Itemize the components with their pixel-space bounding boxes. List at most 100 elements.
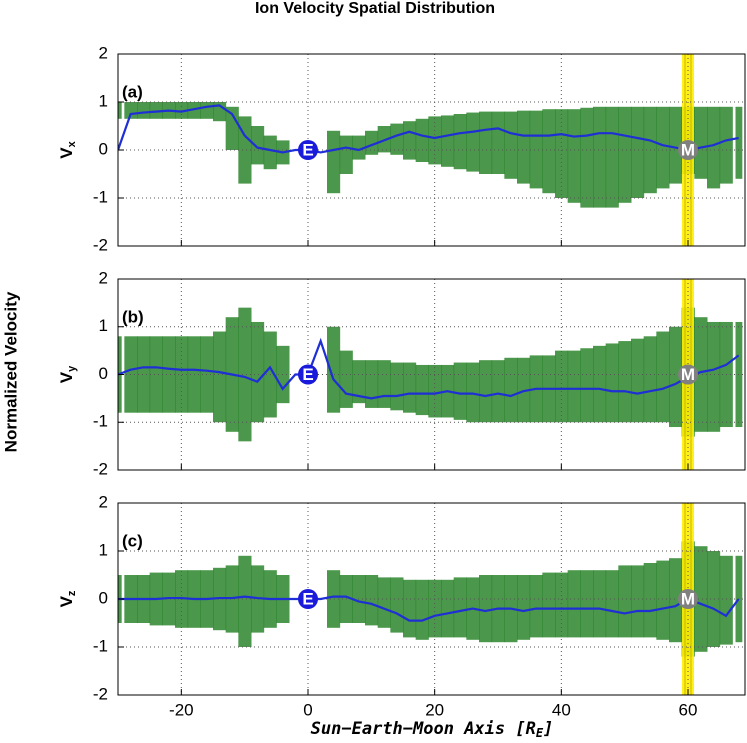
y-tick-label: 1 (99, 540, 108, 559)
panel-y-label: Vx (57, 140, 77, 158)
body-marker (298, 589, 318, 609)
scatter-cloud (618, 341, 632, 423)
x-axis-title-end: ] (543, 719, 553, 739)
scatter-cloud (643, 336, 657, 423)
scatter-cloud (377, 577, 391, 628)
scatter-cloud (555, 350, 569, 423)
y-tick-label: 0 (99, 364, 108, 383)
scatter-cloud (567, 350, 581, 423)
scatter-cloud (339, 350, 353, 408)
scatter-cloud (593, 570, 607, 638)
scatter-cloud (213, 331, 227, 423)
scatter-cloud (631, 338, 645, 423)
scatter-cloud (428, 116, 442, 165)
scatter-cloud (415, 118, 429, 162)
scatter-cloud (631, 106, 645, 198)
panel (118, 279, 745, 470)
body-marker (298, 140, 318, 160)
scatter-cloud (694, 546, 708, 652)
y-tick-label: -1 (93, 636, 108, 655)
scatter-cloud (479, 575, 493, 643)
scatter-cloud (707, 321, 721, 432)
y-tick-label: 2 (99, 43, 108, 62)
scatter-cloud (403, 121, 417, 160)
body-marker (678, 364, 698, 385)
body-marker-label: M (681, 365, 695, 384)
y-tick-label: -1 (93, 187, 108, 206)
scatter-cloud (719, 555, 733, 645)
scatter-cloud (327, 570, 341, 628)
scatter-cloud (137, 336, 151, 413)
scatter-cloud (352, 135, 366, 160)
scatter-cloud (187, 102, 201, 119)
mean-line (118, 104, 739, 154)
panel-label: (c) (122, 531, 143, 550)
scatter-cloud (175, 336, 189, 413)
y-tick-label: 0 (99, 139, 108, 158)
scatter-cloud (390, 577, 404, 633)
scatter-cloud (365, 360, 379, 408)
scatter-cloud (162, 336, 176, 413)
scatter-cloud (694, 106, 708, 179)
scatter-cloud (567, 570, 581, 638)
panel-y-label-sub: x (66, 140, 78, 147)
scatter-cloud (517, 575, 531, 640)
scatter-cloud (669, 326, 683, 428)
scatter-cloud (390, 123, 404, 155)
body-marker (678, 589, 698, 609)
scatter-cloud (719, 106, 733, 184)
panel-y-label: Vz (57, 590, 77, 607)
scatter-cloud (517, 357, 531, 423)
panel (118, 54, 745, 246)
scatter-cloud (453, 362, 467, 420)
scatter-cloud (707, 551, 721, 647)
scatter-cloud (441, 115, 455, 167)
scatter-cloud (453, 114, 467, 170)
scatter-cloud (453, 577, 467, 638)
scatter-cloud (529, 110, 543, 189)
y-tick-label: 2 (99, 492, 108, 511)
y-tick-label: -2 (93, 459, 108, 478)
scatter-cloud (415, 364, 429, 416)
scatter-cloud (377, 360, 391, 408)
scatter-cloud (352, 360, 366, 404)
scatter-cloud (415, 579, 429, 640)
panel-y-label-sub: z (66, 590, 78, 596)
scatter-cloud (618, 106, 632, 203)
scatter-cloud (542, 109, 556, 194)
x-tick-label: 0 (303, 700, 312, 719)
scatter-cloud (669, 106, 683, 184)
scatter-cloud (694, 317, 708, 432)
scatter-cloud (605, 570, 619, 638)
x-axis-title: Sun−Earth−Moon Axis [RE] (311, 719, 554, 740)
scatter-cloud (555, 572, 569, 638)
x-axis-title-sub: E (536, 726, 544, 740)
scatter-cloud (403, 579, 417, 638)
y-tick-label: -2 (93, 684, 108, 703)
scatter-cloud (580, 348, 594, 423)
panel-label: (a) (122, 82, 143, 101)
scatter-cloud (327, 326, 341, 413)
panel-y-label-text: V (57, 371, 76, 383)
body-marker-label: E (302, 589, 313, 608)
scatter-cloud (479, 360, 493, 423)
y-axis-title: Normalized Velocity (1, 291, 20, 452)
scatter-cloud (618, 565, 632, 638)
scatter-cloud (542, 572, 556, 638)
scatter-cloud (365, 575, 379, 626)
scatter-cloud (428, 579, 442, 638)
scatter-cloud (390, 362, 404, 411)
scatter-cloud (656, 560, 670, 640)
scatter-cloud (656, 106, 670, 189)
scatter-cloud (327, 130, 341, 194)
scatter-cloud (517, 110, 531, 184)
x-tick-label: -20 (169, 700, 194, 719)
scatter-cloud (238, 116, 252, 184)
scatter-cloud (555, 109, 569, 198)
body-marker-label: M (681, 589, 695, 608)
scatter-cloud (225, 106, 239, 150)
x-tick-label: 20 (425, 700, 444, 719)
figure-title: Ion Velocity Spatial Distribution (255, 0, 495, 17)
scatter-cloud (593, 345, 607, 423)
